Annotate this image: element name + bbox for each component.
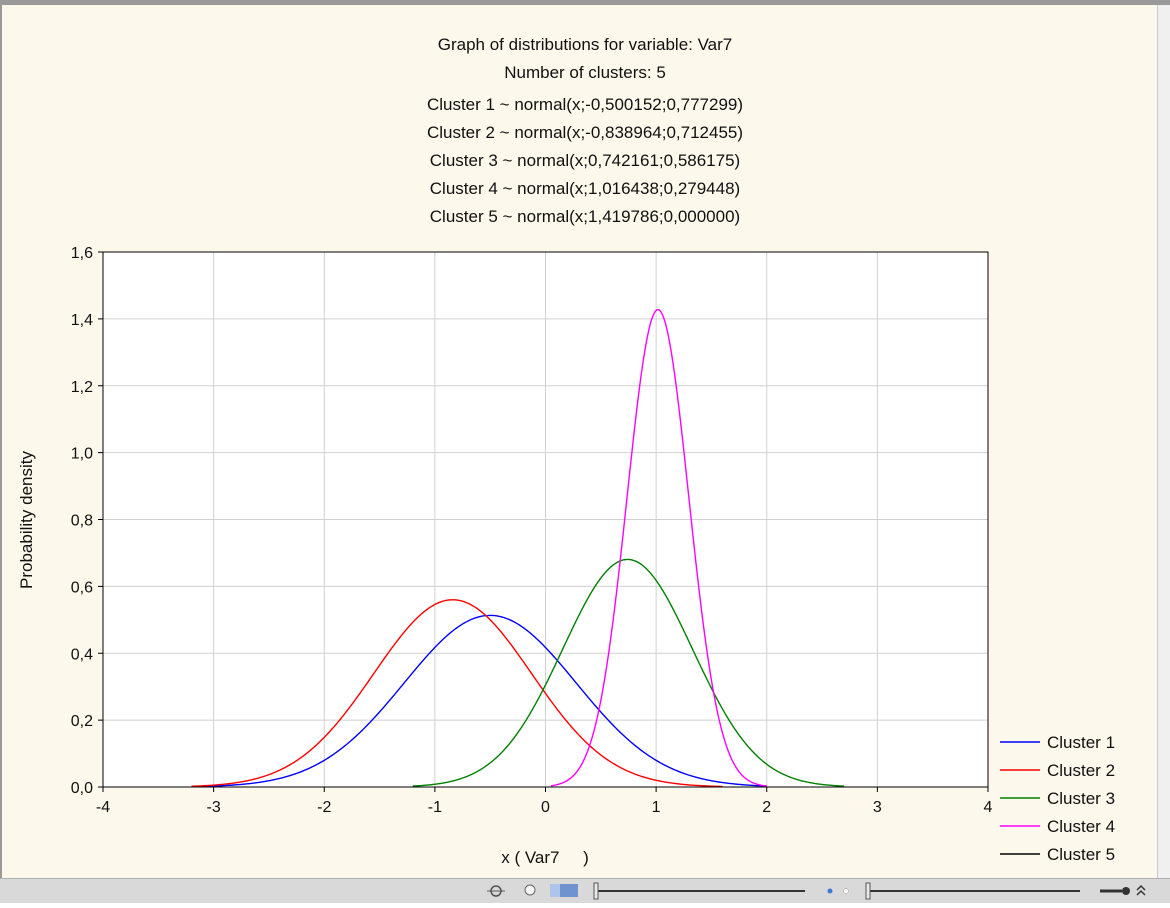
y-axis-ticks: 0,0 0,2 0,4 0,6 0,8 1,0 1,2 1,4 1,6 [71,245,103,797]
series-curves [191,308,845,788]
chart-subtitle: Number of clusters: 5 [504,63,666,82]
x-tick-label: 0 [541,799,550,816]
x-tick-label: -2 [317,799,331,816]
y-tick-label: 1,4 [71,312,93,329]
x-tick-label: 1 [652,799,661,816]
gridlines [103,252,988,787]
formula-line-4: Cluster 4 ~ normal(x;1,016438;0,279448) [430,179,740,198]
y-tick-label: 0,6 [71,579,93,596]
y-tick-label: 0,0 [71,780,93,797]
dots-icon[interactable] [827,888,849,894]
formula-line-2: Cluster 2 ~ normal(x;-0,838964;0,712455) [427,123,743,142]
key-icon[interactable] [1100,887,1130,895]
y-tick-label: 0,8 [71,513,93,530]
legend-label-cluster-5: Cluster 5 [1047,845,1115,864]
chart-title: Graph of distributions for variable: Var… [438,35,733,54]
legend-label-cluster-3: Cluster 3 [1047,789,1115,808]
x-tick-label: -4 [96,799,110,816]
horizontal-slider-1[interactable] [593,882,805,900]
formula-line-5: Cluster 5 ~ normal(x;1,419786;0,000000) [430,207,740,226]
legend-label-cluster-1: Cluster 1 [1047,733,1115,752]
x-axis-ticks: -4 -3 -2 -1 0 1 2 3 4 [96,787,993,816]
x-tick-label: -3 [207,799,221,816]
series-line-cluster-3 [412,558,845,787]
series-line-cluster-1 [191,614,767,788]
collapse-chevron-icon[interactable] [1136,884,1146,896]
formula-line-1: Cluster 1 ~ normal(x;-0,500152;0,777299) [427,95,743,114]
y-axis-label: Probability density [17,451,36,589]
horizontal-slider-2[interactable] [865,882,1080,900]
x-tick-label: 4 [984,799,993,816]
chart-titles: Graph of distributions for variable: Var… [427,35,743,226]
y-tick-label: 0,4 [71,646,93,663]
legend-label-cluster-2: Cluster 2 [1047,761,1115,780]
x-tick-label: 3 [873,799,882,816]
legend-label-cluster-4: Cluster 4 [1047,817,1115,836]
zoom-icon[interactable] [524,884,536,896]
color-gradient-icon[interactable] [550,884,578,897]
bottom-toolbar [0,878,1170,903]
formula-line-3: Cluster 3 ~ normal(x;0,742161;0,586175) [430,151,740,170]
x-tick-label: 2 [762,799,771,816]
y-tick-label: 0,2 [71,713,93,730]
vertical-scrollbar[interactable] [1157,5,1170,878]
x-tick-label: -1 [428,799,442,816]
y-tick-label: 1,2 [71,379,93,396]
legend: Cluster 1 Cluster 2 Cluster 3 Cluster 4 Clus… [1000,733,1115,864]
x-axis-label: x ( Var7 ) [501,848,589,867]
move-icon[interactable] [487,885,505,897]
y-tick-label: 1,0 [71,446,93,463]
series-line-cluster-4 [550,308,767,787]
y-tick-label: 1,6 [71,245,93,262]
series-line-cluster-2 [191,599,723,788]
